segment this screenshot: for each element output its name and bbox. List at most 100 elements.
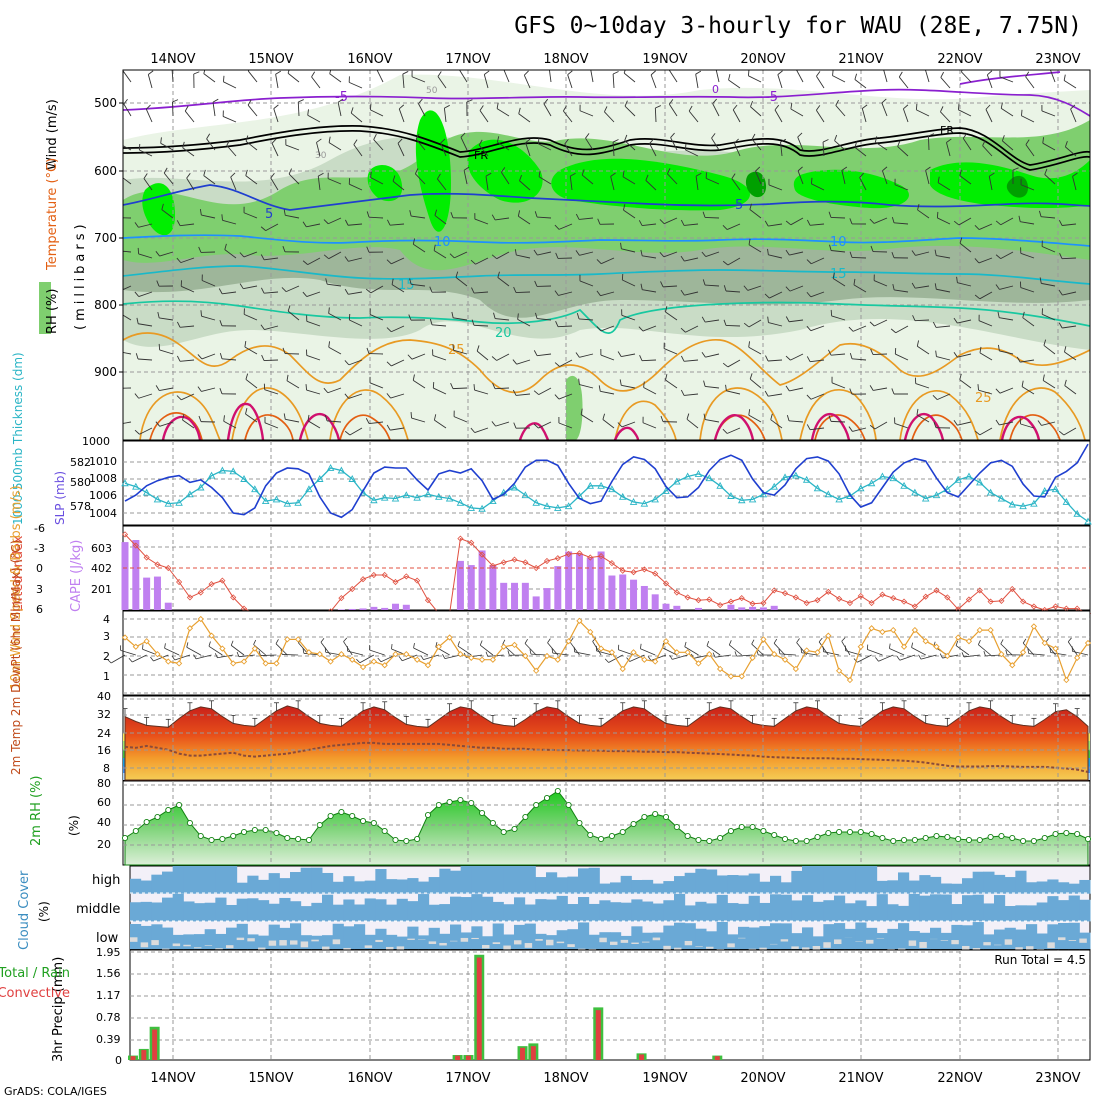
wind-speed-point [630, 649, 637, 656]
wind-barb-flag [260, 254, 265, 261]
wind-barb-flag [176, 257, 182, 263]
wind-barb [328, 312, 342, 321]
wind-barb [497, 141, 510, 151]
cloud-cell [727, 903, 739, 922]
li-point [846, 599, 854, 607]
thickness-tick: 582 [70, 456, 91, 469]
cloud-cell [940, 894, 952, 922]
wind-barb-flag [790, 102, 793, 110]
wind-barb-flag [344, 219, 349, 226]
wind-barb-flag [686, 413, 690, 420]
cloud-cell [1079, 899, 1091, 922]
cloud-gap [951, 940, 959, 945]
wind-barb-flag [806, 424, 811, 430]
cloud-cell [642, 901, 654, 922]
cloud-cell [215, 933, 227, 950]
wind-barb [1049, 70, 1056, 83]
cloud-cell [887, 880, 899, 894]
cloud-cell [898, 923, 910, 950]
cape-bar [337, 609, 345, 610]
wind-barb [600, 390, 615, 395]
cloud-cell [514, 897, 526, 922]
wind-barb-flag [684, 641, 687, 647]
wind-barb-flag [590, 65, 595, 68]
wind-barb [203, 175, 216, 185]
cape-bar [132, 540, 140, 610]
thickness-point [737, 496, 746, 504]
wind-barb [957, 353, 972, 358]
wind-barb [222, 291, 237, 295]
cape-bar [749, 606, 757, 610]
li-point [338, 595, 345, 602]
wind-barb [621, 421, 636, 428]
wind-barb-flag [298, 99, 304, 103]
wind-barb-flag [470, 259, 476, 265]
wind-barb [985, 654, 1002, 657]
wind-barb [936, 325, 951, 328]
wind-barb [978, 320, 993, 327]
wind-barb-flag [473, 384, 475, 391]
wind-barb [182, 147, 195, 157]
wind-speed-point [132, 643, 139, 650]
wind-barb-flag [343, 637, 348, 642]
wind-barb [899, 654, 916, 661]
wind-barb [286, 380, 300, 389]
wind-barb-flag [695, 172, 702, 177]
thickness-point [748, 495, 757, 503]
wind-barb-flag [316, 138, 322, 143]
wind-barb [986, 74, 993, 89]
cloud-cell [951, 904, 963, 922]
wind-barb [601, 257, 615, 265]
contour-label: -5 [335, 90, 348, 105]
wind-barb-flag [829, 244, 832, 251]
wind-barb-flag [534, 211, 538, 218]
cloud-cell [866, 927, 878, 950]
wind-barb [789, 387, 804, 392]
wind-barb-flag [386, 361, 392, 367]
rh2m-point [868, 830, 875, 838]
wind-barb [705, 385, 720, 389]
wind-speed-point [749, 654, 756, 661]
cloud-cell [962, 925, 974, 950]
wind-barb-flag [580, 408, 583, 415]
cloud-gap [652, 937, 661, 941]
wind-barb [889, 648, 905, 656]
wind-barb-flag [734, 138, 739, 144]
cloud-cell [322, 935, 334, 950]
wind-barb-flag [585, 133, 590, 139]
cloud-cell [172, 934, 184, 950]
wind-barb [1041, 421, 1056, 426]
wind-barb-flag [848, 426, 853, 432]
wind-barb-flag [412, 374, 415, 381]
cloud-gap [151, 940, 159, 946]
wind-barb-flag [555, 320, 559, 327]
rh2m-point [1009, 834, 1016, 842]
cape-bar [489, 565, 497, 610]
wind-barb-flag [828, 211, 832, 218]
thickness-point [640, 499, 649, 507]
rh2m-point [598, 835, 605, 843]
temp-contour-minus5-b [959, 71, 1061, 85]
rh2m-units: (%) [67, 815, 81, 836]
wind-barb-flag [244, 340, 247, 348]
wind-barb-flag [680, 389, 685, 396]
wind-barb [243, 285, 258, 290]
wind-speed-point [392, 651, 399, 658]
wind-barb-flag [995, 419, 1000, 426]
wind-barb-flag [749, 373, 753, 380]
wind-barb [999, 76, 1014, 83]
wind-barb-flag [953, 419, 958, 426]
li-point [554, 555, 561, 562]
rh2m-point [879, 834, 886, 842]
wind-barb [231, 645, 245, 656]
rh2m-point [1020, 837, 1027, 845]
wind-barb [662, 647, 678, 656]
wind-barb-flag [1063, 74, 1066, 81]
cloud-cell [300, 867, 312, 894]
wind-barb [496, 108, 510, 117]
wind-barb-flag [1025, 139, 1030, 145]
cloud-gap [620, 939, 629, 943]
rh2m-point [143, 818, 150, 826]
rh2m-point [533, 801, 540, 809]
wind-barb [390, 223, 405, 226]
